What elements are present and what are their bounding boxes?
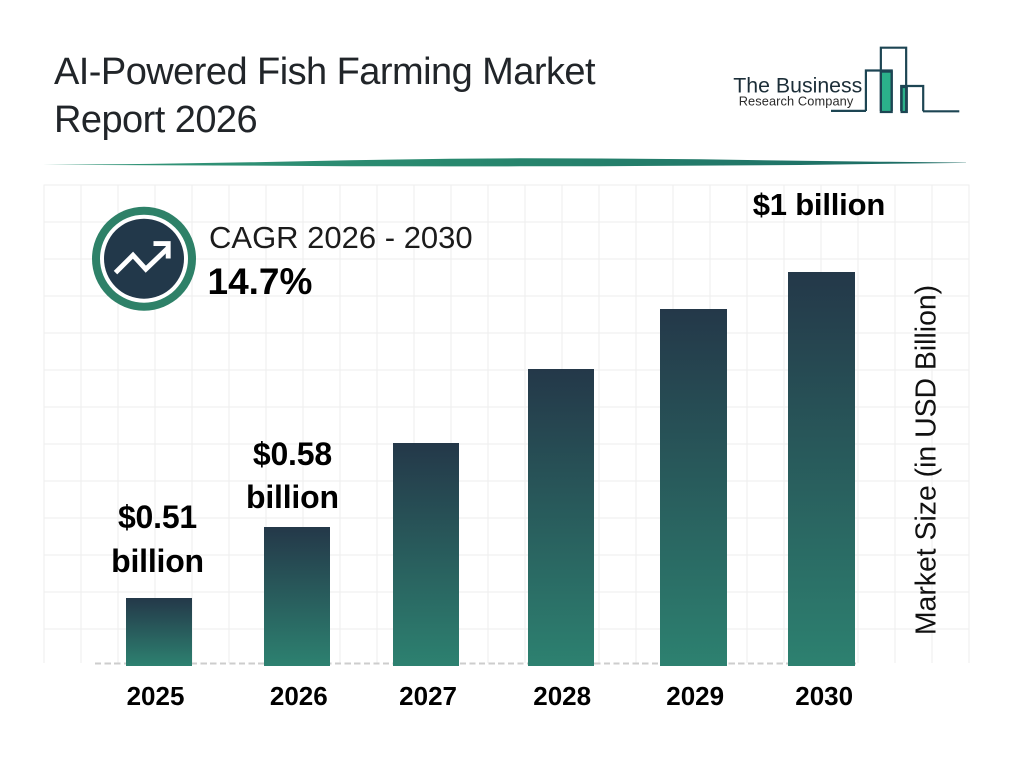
svg-text:The Business: The Business — [733, 74, 862, 98]
svg-text:Research Company: Research Company — [739, 94, 854, 109]
